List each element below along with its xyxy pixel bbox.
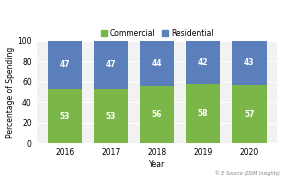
Bar [48,41,82,89]
Bar [232,41,267,85]
Text: 43: 43 [244,58,254,67]
X-axis label: Year: Year [149,160,165,169]
Text: 47: 47 [106,60,116,69]
Bar [232,85,267,143]
Text: 42: 42 [198,58,208,67]
Text: 53: 53 [60,112,70,121]
Bar [140,41,174,86]
Y-axis label: Percentage of Spending: Percentage of Spending [6,46,14,138]
Text: 57: 57 [244,109,254,119]
Text: 47: 47 [60,60,70,69]
Bar [94,41,128,89]
Text: 53: 53 [106,112,116,121]
Bar [186,84,220,143]
Text: © E Source (DSM Insights): © E Source (DSM Insights) [215,171,280,176]
Bar [48,89,82,143]
Bar [186,41,220,84]
Text: 58: 58 [198,109,208,118]
Legend: Commercial, Residential: Commercial, Residential [98,26,216,41]
Bar [94,89,128,143]
Text: 56: 56 [152,110,162,119]
Bar [140,86,174,143]
Text: 44: 44 [152,59,162,68]
